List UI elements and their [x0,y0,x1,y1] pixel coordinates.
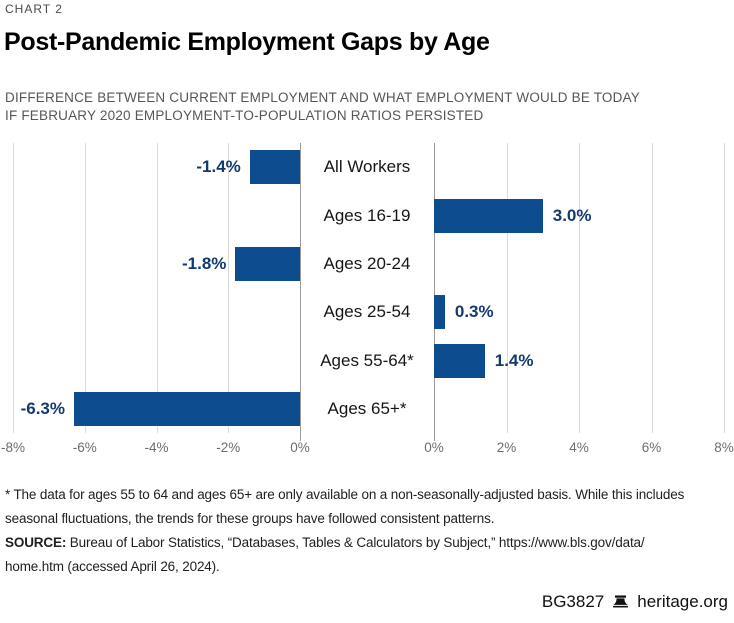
source-label: SOURCE: [5,535,67,550]
subtitle-line: DIFFERENCE BETWEEN CURRENT EMPLOYMENT AN… [5,90,640,105]
brand-domain: heritage.org [637,592,728,611]
chart-kicker: CHART 2 [5,2,63,16]
zero-axis-line [300,143,301,441]
axis-tick-label: 6% [641,440,662,455]
gridline [228,143,230,433]
bar [434,198,543,233]
zero-axis-line [434,143,435,441]
gridline [579,143,580,433]
page-title: Post-Pandemic Employment Gaps by Age [4,28,490,56]
gridline [724,143,725,433]
axis-tick-label: 4% [569,440,589,455]
axis-tick-label: -2% [216,440,241,455]
bar-value-label: 3.0% [552,205,592,225]
category-label: Ages 16-19 [323,205,411,225]
category-label: Ages 25-54 [323,302,411,322]
bar [249,150,300,185]
brand-footer: BG3827 heritage.org [542,592,728,612]
gridline [156,143,158,433]
gridline [84,143,86,433]
chart-footer: * The data for ages 55 to 64 and ages 65… [5,483,729,579]
footnote-line: seasonal fluctuations, the trends for th… [5,511,495,526]
bar [235,246,300,281]
axis-tick-label: -8% [0,440,26,455]
bar-value-label: -1.4% [196,157,241,177]
bar [73,391,300,426]
axis-tick-label: 8% [714,440,734,455]
source-line: SOURCE: Bureau of Labor Statistics, “Dat… [5,531,729,555]
bar-value-label: -6.3% [20,398,65,418]
subtitle-line: IF FEBRUARY 2020 EMPLOYMENT-TO-POPULATIO… [5,108,484,123]
axis-tick-label: -4% [144,440,169,455]
bar-value-label: 1.4% [494,350,534,370]
gridline [506,143,508,433]
axis-tick-label: -6% [72,440,97,455]
axis-tick-label: 2% [496,440,517,455]
report-id: BG3827 [541,592,605,611]
source-text: Bureau of Labor Statistics, “Databases, … [66,535,645,550]
gridline [13,143,14,433]
chart-subtitle: DIFFERENCE BETWEEN CURRENT EMPLOYMENT AN… [5,89,640,125]
category-label: Ages 20-24 [323,253,411,273]
axis-tick-label: 0% [290,440,310,455]
source-line: home.htm (accessed April 26, 2024). [5,559,220,574]
liberty-bell-icon [613,594,629,607]
bar [434,295,445,330]
bar [434,343,485,378]
gridline [651,143,653,433]
bar-chart-plot-area: -8% 0% -6% 2% -4% 4% -2% 6% 0% 8% All Workers -1.4%… [1,143,734,465]
axis-tick-label: 0% [424,440,444,455]
category-label: Ages 55-64* [320,350,414,370]
bar-value-label: 0.3% [454,302,494,322]
category-label: All Workers [323,157,411,177]
category-label: Ages 65+* [327,398,407,418]
footnote-line: * The data for ages 55 to 64 and ages 65… [5,487,685,502]
bar-value-label: -1.8% [182,253,227,273]
